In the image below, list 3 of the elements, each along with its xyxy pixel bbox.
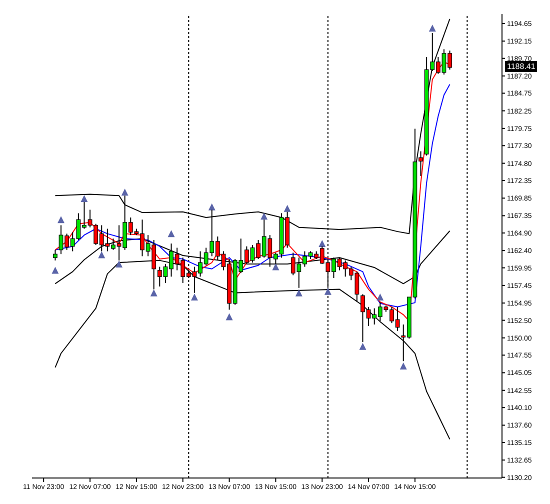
annotation: 1188.41 xyxy=(505,61,538,72)
candlestick xyxy=(53,249,58,261)
candlestick xyxy=(418,150,423,176)
